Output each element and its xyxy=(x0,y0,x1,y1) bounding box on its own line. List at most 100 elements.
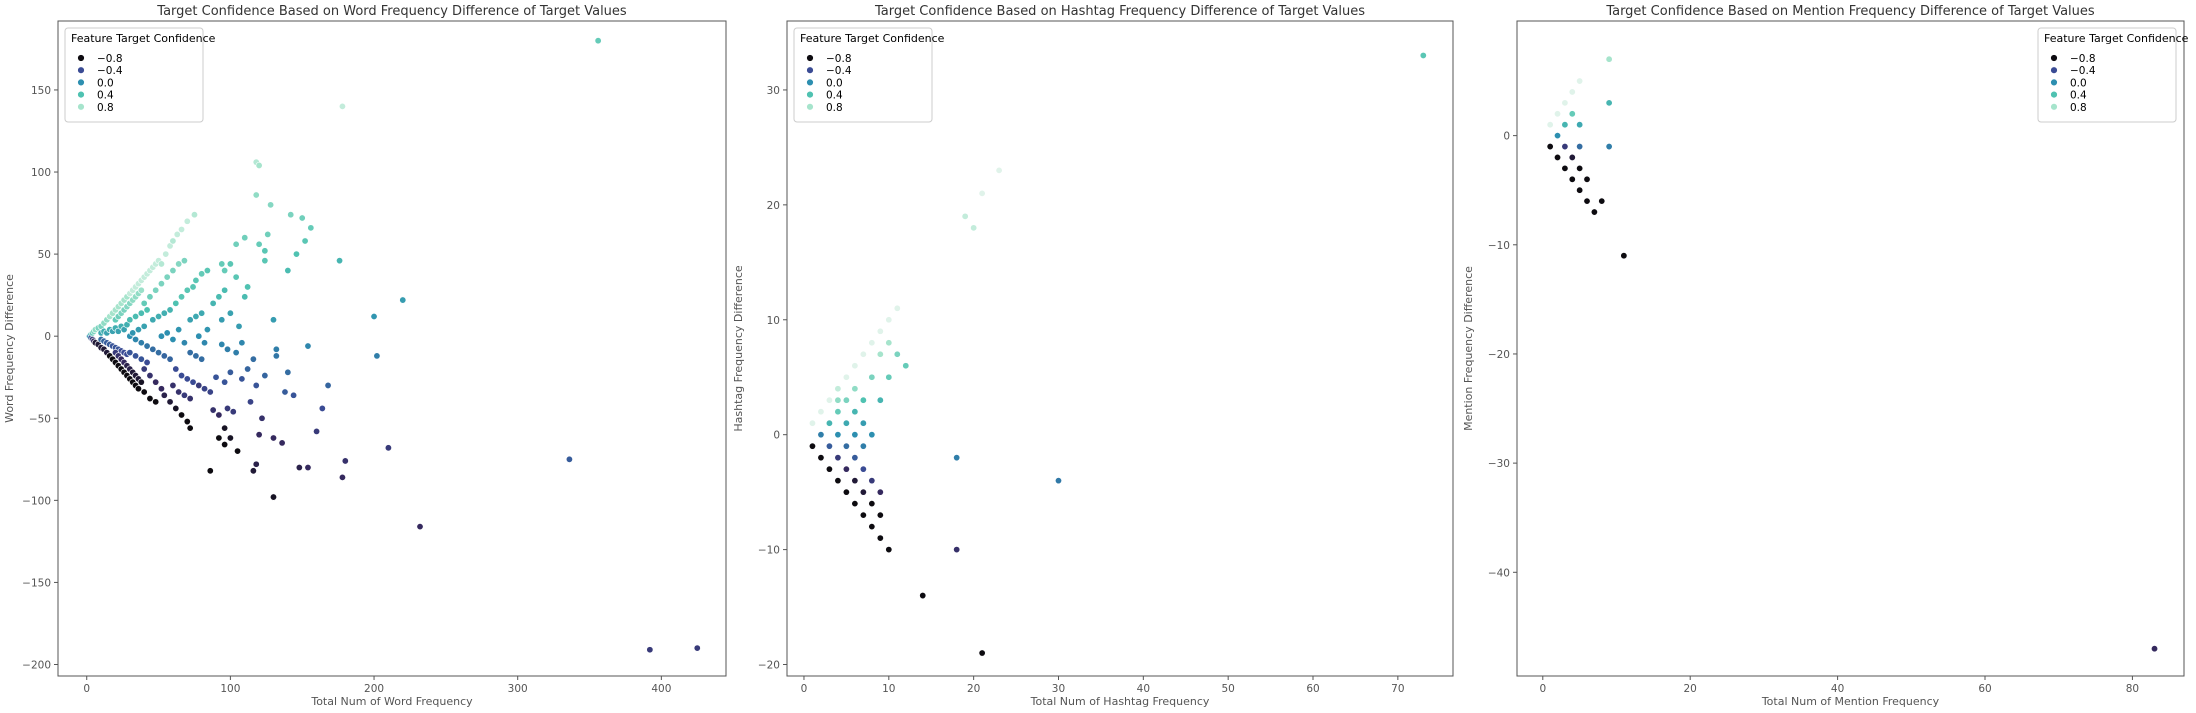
data-point xyxy=(258,414,266,422)
data-point xyxy=(859,511,867,519)
data-point xyxy=(290,391,298,399)
data-point xyxy=(172,299,180,307)
data-point xyxy=(851,477,859,485)
data-point xyxy=(851,385,859,393)
x-tick-label: 300 xyxy=(508,683,528,695)
data-point xyxy=(370,312,378,320)
data-point xyxy=(284,368,292,376)
y-tick-label: 50 xyxy=(38,249,51,261)
x-axis-label: Total Num of Mention Frequency xyxy=(1761,695,1940,708)
data-point xyxy=(885,546,893,554)
data-point xyxy=(235,322,243,330)
data-point xyxy=(868,500,876,508)
data-point xyxy=(249,467,257,475)
data-point xyxy=(336,257,344,265)
data-point xyxy=(226,434,234,442)
data-point xyxy=(324,381,332,389)
legend-entry-label: 0.4 xyxy=(826,90,843,102)
legend-entry-label: −0.4 xyxy=(826,65,852,77)
data-point xyxy=(817,454,825,462)
axes-frame xyxy=(57,20,727,677)
data-point xyxy=(341,457,349,465)
data-point xyxy=(1561,164,1569,172)
data-point xyxy=(267,201,275,209)
data-point xyxy=(307,224,315,232)
data-point xyxy=(180,339,188,347)
data-point xyxy=(160,391,168,399)
data-point xyxy=(146,372,154,380)
data-point xyxy=(198,355,206,363)
data-point xyxy=(978,649,986,657)
data-point xyxy=(834,454,842,462)
legend-entry-label: −0.8 xyxy=(826,53,852,65)
data-point xyxy=(232,240,240,248)
chart-title: Target Confidence Based on Word Frequenc… xyxy=(156,4,627,19)
data-point xyxy=(169,335,177,343)
y-tick-label: −100 xyxy=(22,495,51,507)
data-point xyxy=(226,368,234,376)
data-point xyxy=(416,523,424,531)
data-point xyxy=(842,488,850,496)
data-point xyxy=(195,332,203,340)
legend-entry-label: 0.0 xyxy=(2070,77,2087,89)
data-point xyxy=(180,391,188,399)
x-tick-label: 0 xyxy=(801,683,808,695)
data-point xyxy=(160,309,168,317)
data-point xyxy=(183,286,191,294)
data-point xyxy=(246,398,254,406)
data-point xyxy=(1576,77,1584,85)
data-point xyxy=(851,500,859,508)
data-point xyxy=(859,488,867,496)
data-point xyxy=(876,488,884,496)
data-point xyxy=(152,286,160,294)
data-point xyxy=(953,454,961,462)
data-point xyxy=(261,257,269,265)
data-point xyxy=(693,644,701,652)
data-point xyxy=(221,378,229,386)
data-point xyxy=(842,419,850,427)
data-point xyxy=(842,442,850,450)
legend-marker xyxy=(77,78,85,87)
x-tick-label: 0 xyxy=(83,683,90,695)
panel-hashtag-frequency: Target Confidence Based on Hashtag Frequ… xyxy=(732,4,1454,708)
data-point xyxy=(281,388,289,396)
data-point xyxy=(163,329,171,337)
data-point xyxy=(186,395,194,403)
legend-entry-label: 0.8 xyxy=(97,102,114,114)
y-tick-label: −30 xyxy=(1488,458,1510,470)
y-tick-label: −20 xyxy=(758,660,780,672)
y-tick-label: 0 xyxy=(773,430,780,442)
data-point xyxy=(851,362,859,370)
data-point xyxy=(298,214,306,222)
legend-box xyxy=(793,27,933,123)
data-point xyxy=(232,273,240,281)
x-tick-label: 40 xyxy=(1137,683,1150,695)
data-point xyxy=(304,342,312,350)
chart-title: Target Confidence Based on Hashtag Frequ… xyxy=(874,4,1365,19)
data-point xyxy=(269,493,277,501)
data-point xyxy=(876,534,884,542)
data-point xyxy=(166,355,174,363)
legend-entry-label: 0.0 xyxy=(97,77,114,89)
y-tick-label: 30 xyxy=(767,85,780,97)
data-point xyxy=(255,161,263,169)
data-point xyxy=(241,293,249,301)
data-point xyxy=(338,102,346,110)
data-point xyxy=(825,442,833,450)
x-tick-label: 60 xyxy=(1306,683,1319,695)
y-tick-label: −20 xyxy=(1488,349,1510,361)
legend-entry-label: −0.4 xyxy=(2070,65,2096,77)
data-point xyxy=(1554,153,1562,161)
data-point xyxy=(252,460,260,468)
data-point xyxy=(842,396,850,404)
data-point xyxy=(221,424,229,432)
data-point xyxy=(876,396,884,404)
legend-title: Feature Target Confidence xyxy=(800,32,945,45)
y-axis-label: Mention Frequency Difference xyxy=(1462,266,1475,431)
data-point xyxy=(1568,110,1576,118)
data-point xyxy=(183,217,191,225)
x-tick-label: 80 xyxy=(2126,683,2139,695)
chart-title: Target Confidence Based on Mention Frequ… xyxy=(1605,4,2095,19)
axes-frame xyxy=(1516,20,2185,677)
data-point xyxy=(203,326,211,334)
